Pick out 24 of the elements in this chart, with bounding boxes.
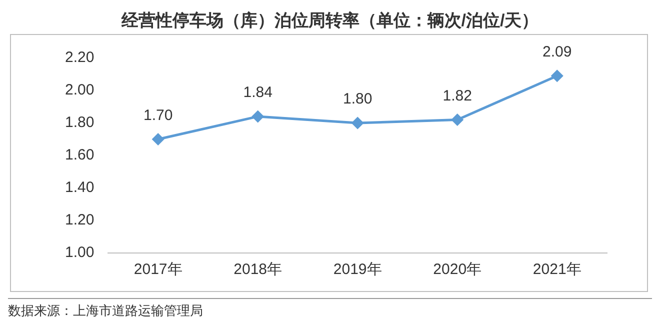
y-tick-label: 1.20 bbox=[64, 212, 94, 229]
data-label: 1.80 bbox=[342, 90, 372, 108]
y-tick-label: 1.60 bbox=[64, 146, 94, 164]
y-tick-label: 1.00 bbox=[64, 244, 94, 262]
y-tick-label: 2.20 bbox=[64, 49, 94, 66]
data-label: 1.70 bbox=[143, 106, 173, 124]
data-label: 1.84 bbox=[243, 84, 272, 102]
point bbox=[452, 114, 464, 126]
data-label: 1.82 bbox=[442, 87, 472, 104]
source-note: 数据来源：上海市道路运输管理局 bbox=[8, 302, 204, 320]
point bbox=[252, 110, 264, 122]
x-tick-label: 2018年 bbox=[234, 261, 282, 278]
x-tick-label: 2017年 bbox=[134, 261, 182, 278]
point bbox=[551, 70, 563, 82]
y-tick-label: 1.80 bbox=[64, 114, 94, 132]
data-label: 2.09 bbox=[542, 44, 572, 61]
x-tick-label: 2020年 bbox=[433, 261, 482, 278]
x-tick-label: 2021年 bbox=[532, 261, 582, 278]
y-tick-label: 2.00 bbox=[64, 82, 94, 99]
chart-title: 经营性停车场（库）泊位周转率（单位：辆次/泊位/天） bbox=[120, 10, 540, 32]
y-tick-label: 1.40 bbox=[64, 179, 94, 196]
x-tick-label: 2019年 bbox=[333, 261, 382, 278]
point bbox=[152, 134, 164, 145]
point bbox=[352, 117, 364, 129]
